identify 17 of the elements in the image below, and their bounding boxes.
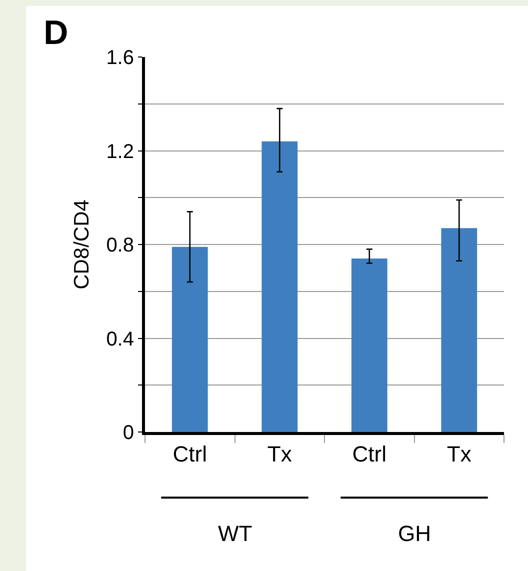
x-tick-label: Tx [267,441,292,466]
x-tick-label: Ctrl [352,441,386,466]
bar [441,228,478,432]
y-tick-label: 0 [122,422,134,444]
bar [172,246,208,432]
bar [262,141,298,432]
y-axis-title: CD8/CD4 [70,199,94,290]
x-tick-label: Tx [446,441,472,466]
y-tick-label: 0.8 [106,234,134,256]
y-tick-label: 1.6 [106,47,134,69]
text: WT [218,521,252,546]
bar [351,258,388,432]
text: GH [398,521,431,546]
chart-title: D [44,14,68,52]
y-tick-label: 0.4 [106,328,134,350]
y-tick-label: 1.2 [106,140,134,163]
x-tick-label: Ctrl [172,441,207,466]
